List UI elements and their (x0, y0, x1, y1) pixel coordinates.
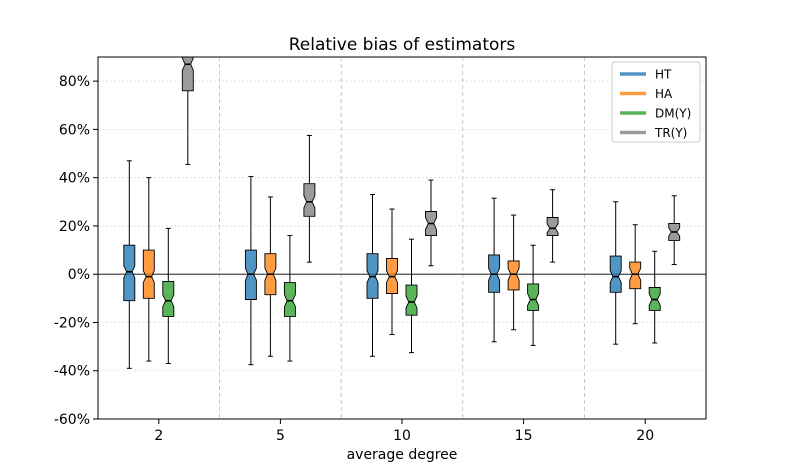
legend-label: TR(Y) (654, 126, 687, 140)
box-mark (181, 57, 194, 165)
x-axis: 2 5 10 15 20 (154, 419, 654, 444)
notched-box (181, 57, 194, 92)
y-tick-label: -40% (54, 364, 90, 380)
y-tick-label: 0% (68, 267, 90, 283)
y-axis: -60% -40% -20% 0% 20% 40% 60% 80% (54, 74, 98, 428)
x-tick-label: 10 (393, 428, 411, 444)
notched-box (507, 260, 520, 291)
box-mark (609, 201, 622, 345)
box-mark (488, 197, 501, 343)
notched-box (283, 282, 296, 317)
notched-box (609, 255, 622, 293)
chart-title: Relative bias of estimators (289, 35, 516, 55)
notched-box (546, 217, 559, 237)
legend-label: HA (655, 87, 673, 101)
notched-box (123, 244, 136, 302)
notched-box (629, 261, 642, 290)
box-mark (386, 208, 398, 336)
y-tick-label: 60% (59, 122, 90, 138)
notched-box (142, 249, 155, 299)
y-tick-label: 40% (59, 171, 90, 187)
box-mark (527, 244, 540, 346)
box-mark (668, 195, 681, 266)
y-tick-label: -20% (54, 315, 90, 331)
box-mark (162, 227, 175, 364)
notched-box (405, 284, 418, 316)
series-dmy (162, 227, 661, 364)
series-ha (142, 177, 642, 362)
y-tick-label: 20% (59, 219, 90, 235)
box-mark (264, 196, 277, 357)
box-mark (303, 134, 316, 263)
x-tick-label: 5 (276, 428, 285, 444)
legend-label: HT (655, 68, 672, 82)
y-tick-label: -60% (54, 412, 90, 428)
notched-box (303, 183, 316, 217)
legend-box (611, 61, 701, 143)
box-mark (507, 214, 520, 331)
box-mark (546, 189, 559, 263)
box-mark (366, 194, 379, 357)
x-tick-label: 2 (154, 428, 163, 444)
y-tick-label: 80% (59, 74, 90, 90)
box-mark (648, 250, 661, 344)
box-mark (244, 175, 257, 366)
series-ht (123, 160, 622, 369)
group-separators (219, 57, 585, 419)
box-mark (142, 177, 155, 362)
notched-box (527, 283, 540, 311)
series-try (181, 57, 681, 267)
legend: HT HA DM(Y) TR(Y) (611, 61, 701, 143)
box-mark (629, 224, 642, 325)
x-tick-label: 20 (636, 428, 654, 444)
box-mark (405, 238, 418, 354)
legend-label: DM(Y) (655, 107, 691, 121)
box-mark (283, 235, 296, 362)
x-tick-label: 15 (515, 428, 533, 444)
box-series-layer (123, 57, 681, 369)
notched-box (162, 280, 175, 317)
x-axis-label: average degree (347, 447, 458, 463)
box-mark (123, 160, 136, 369)
box-mark (425, 179, 437, 267)
